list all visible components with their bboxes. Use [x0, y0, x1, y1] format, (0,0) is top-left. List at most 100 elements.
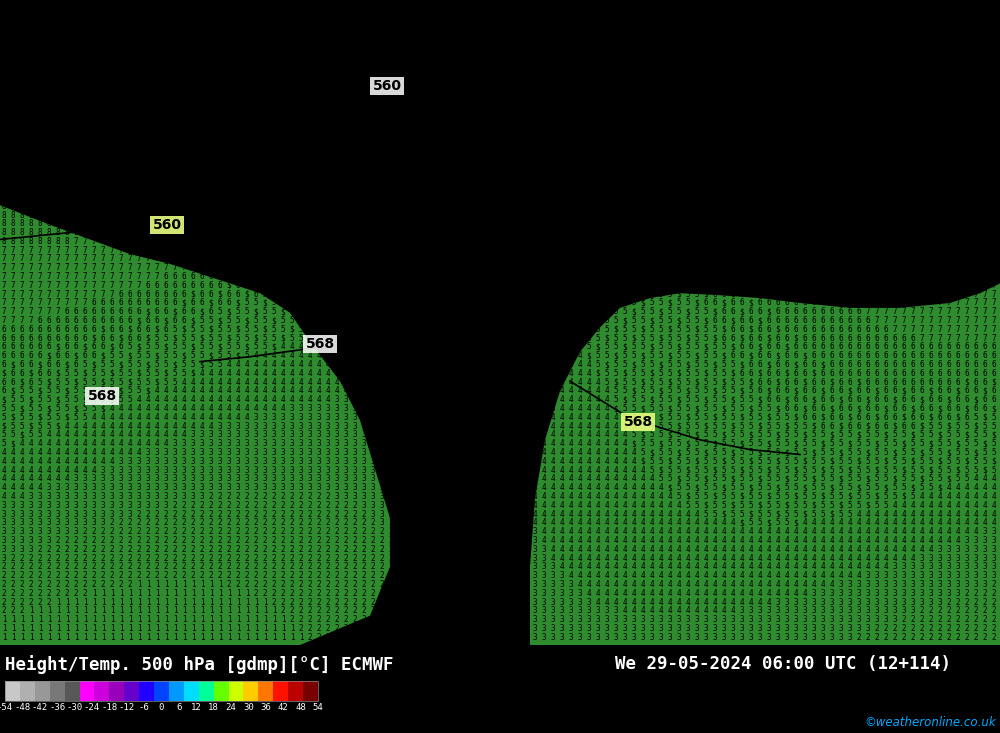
- Text: -6: -6: [139, 703, 149, 712]
- Text: 4: 4: [911, 536, 915, 545]
- Text: 9: 9: [29, 96, 33, 105]
- Text: 8: 8: [965, 193, 969, 202]
- Text: $: $: [731, 421, 735, 430]
- Text: 6: 6: [794, 254, 798, 263]
- Text: $: $: [632, 202, 636, 210]
- Text: 4: 4: [578, 404, 582, 413]
- Text: 9: 9: [245, 122, 249, 131]
- Text: 4: 4: [668, 509, 672, 518]
- Text: 2: 2: [299, 518, 303, 527]
- Text: 7: 7: [965, 281, 969, 290]
- Text: 5: 5: [677, 439, 681, 448]
- Text: 9: 9: [191, 131, 195, 140]
- Text: 8: 8: [974, 78, 978, 87]
- Text: 9: 9: [164, 61, 168, 70]
- Text: 9: 9: [209, 8, 213, 17]
- Text: 4: 4: [119, 421, 123, 430]
- Text: 7: 7: [830, 263, 834, 272]
- Text: 5: 5: [569, 246, 573, 254]
- Text: $: $: [596, 316, 600, 325]
- Text: 2: 2: [209, 518, 213, 527]
- Text: 4: 4: [722, 571, 726, 580]
- Text: 3: 3: [281, 474, 285, 483]
- Text: 5: 5: [740, 483, 744, 492]
- Text: 7: 7: [848, 237, 852, 246]
- Text: 3: 3: [164, 465, 168, 474]
- Text: 4: 4: [875, 553, 879, 562]
- Text: 9: 9: [20, 52, 24, 61]
- Text: 8: 8: [911, 114, 915, 122]
- Text: 8: 8: [596, 0, 600, 8]
- Text: 8: 8: [110, 193, 114, 202]
- Text: 8: 8: [533, 34, 537, 43]
- Text: 3: 3: [470, 545, 474, 553]
- Text: 8: 8: [236, 166, 240, 175]
- Text: 2: 2: [335, 518, 339, 527]
- Text: 6: 6: [389, 219, 393, 228]
- Text: 8: 8: [182, 175, 186, 184]
- Text: 8: 8: [992, 96, 996, 105]
- Text: $: $: [470, 228, 474, 237]
- Text: 8: 8: [497, 70, 501, 78]
- Text: 9: 9: [236, 34, 240, 43]
- Text: 4: 4: [578, 527, 582, 536]
- Text: 2: 2: [308, 509, 312, 518]
- Text: 7: 7: [776, 131, 780, 140]
- Text: 3: 3: [209, 465, 213, 474]
- Text: 3: 3: [659, 624, 663, 633]
- Text: 7: 7: [830, 122, 834, 131]
- Text: 7: 7: [578, 61, 582, 70]
- Text: 7: 7: [731, 26, 735, 34]
- Text: 9: 9: [290, 96, 294, 105]
- Text: 5: 5: [668, 316, 672, 325]
- Text: 3: 3: [128, 474, 132, 483]
- Text: 3: 3: [11, 527, 15, 536]
- Text: 4: 4: [641, 492, 645, 501]
- Text: 7: 7: [938, 254, 942, 263]
- Text: 7: 7: [569, 105, 573, 114]
- Text: 7: 7: [812, 105, 816, 114]
- Text: 6: 6: [461, 166, 465, 175]
- Text: 9: 9: [155, 8, 159, 17]
- Text: 2: 2: [236, 518, 240, 527]
- Text: 4: 4: [731, 580, 735, 589]
- Text: 4: 4: [677, 527, 681, 536]
- Text: 6: 6: [407, 193, 411, 202]
- Text: 8: 8: [596, 26, 600, 34]
- Text: $: $: [776, 351, 780, 360]
- Text: 4: 4: [407, 325, 411, 334]
- Text: 4: 4: [389, 360, 393, 369]
- Text: $: $: [974, 448, 978, 457]
- Text: 7: 7: [848, 290, 852, 298]
- Text: 3: 3: [452, 553, 456, 562]
- Text: 9: 9: [308, 78, 312, 87]
- Text: 6: 6: [848, 421, 852, 430]
- Text: 6: 6: [164, 307, 168, 316]
- Text: 4: 4: [560, 386, 564, 395]
- Text: 4: 4: [569, 351, 573, 360]
- Text: 5: 5: [974, 465, 978, 474]
- Text: 2: 2: [281, 580, 285, 589]
- Text: 5: 5: [551, 263, 555, 272]
- Text: 3: 3: [443, 492, 447, 501]
- Text: 5: 5: [569, 325, 573, 334]
- Text: 8: 8: [47, 237, 51, 246]
- Text: $: $: [56, 421, 60, 430]
- Text: 4: 4: [47, 465, 51, 474]
- Text: 9: 9: [479, 34, 483, 43]
- Text: 7: 7: [848, 263, 852, 272]
- Text: 7: 7: [749, 96, 753, 105]
- Text: 6: 6: [686, 184, 690, 193]
- Text: 5: 5: [560, 290, 564, 298]
- Text: 1: 1: [74, 615, 78, 624]
- Text: 7: 7: [893, 166, 897, 175]
- Text: 7: 7: [875, 263, 879, 272]
- Text: 3: 3: [92, 501, 96, 509]
- Text: 6: 6: [758, 351, 762, 360]
- Text: 6: 6: [938, 413, 942, 421]
- Text: 9: 9: [56, 0, 60, 8]
- Text: 2: 2: [155, 527, 159, 536]
- Text: 7: 7: [893, 140, 897, 149]
- Text: 7: 7: [434, 114, 438, 122]
- Text: 4: 4: [542, 501, 546, 509]
